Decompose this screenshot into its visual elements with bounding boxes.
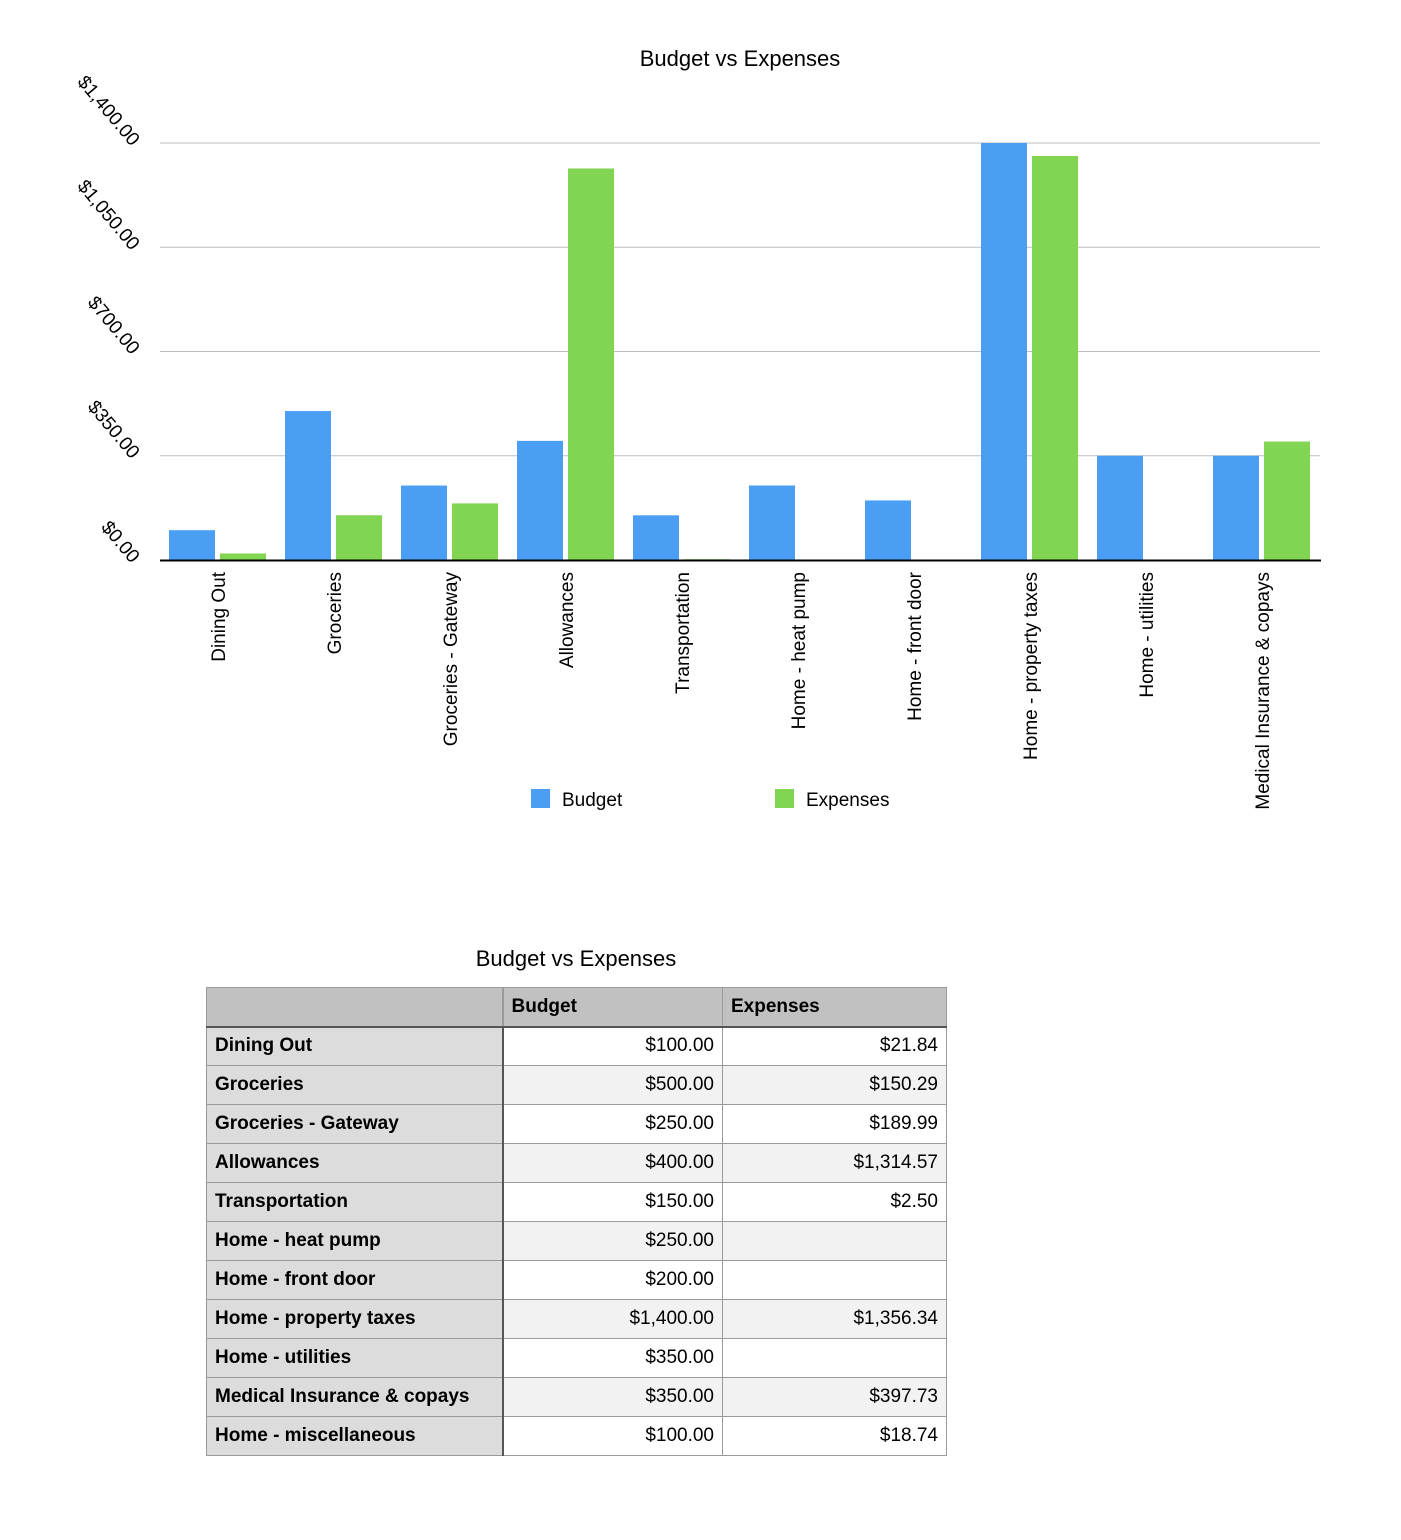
table-header-row: Budget Expenses bbox=[206, 987, 947, 1028]
table-row: Groceries $500.00 $150.29 bbox=[206, 1065, 947, 1105]
row-label: Groceries - Gateway bbox=[206, 1104, 504, 1144]
bar-expenses bbox=[452, 503, 498, 560]
y-tick-label: $700.00 bbox=[83, 293, 143, 359]
table-cell: $400.00 bbox=[502, 1143, 723, 1183]
table-cell: $100.00 bbox=[502, 1416, 723, 1456]
bar-chart: Budget vs Expenses $0.00 $350.00 $700.00 $1,… bbox=[73, 46, 1321, 811]
row-label: Medical Insurance & copays bbox=[206, 1377, 504, 1417]
data-table: Budget Expenses Dining Out $100.00 $21.84 Gr… bbox=[206, 987, 947, 1456]
row-label: Groceries bbox=[206, 1065, 504, 1105]
y-tick-label: $1,400.00 bbox=[73, 72, 143, 150]
column-header bbox=[206, 987, 504, 1028]
row-label: Home - heat pump bbox=[206, 1221, 504, 1261]
x-tick-label: Allowances bbox=[557, 572, 578, 668]
legend-swatch-expenses bbox=[775, 789, 794, 808]
table-row: Home - property taxes $1,400.00 $1,356.34 bbox=[206, 1299, 947, 1339]
row-label: Home - property taxes bbox=[206, 1299, 504, 1339]
bar-budget bbox=[865, 500, 911, 560]
table-cell: $1,356.34 bbox=[722, 1299, 947, 1339]
table-cell bbox=[722, 1260, 947, 1300]
row-label: Home - miscellaneous bbox=[206, 1416, 504, 1456]
row-label: Transportation bbox=[206, 1182, 504, 1222]
table-cell: $350.00 bbox=[502, 1338, 723, 1378]
bar-expenses bbox=[568, 168, 614, 561]
bar-expenses bbox=[1032, 156, 1078, 560]
column-header: Expenses bbox=[722, 987, 947, 1028]
x-tick-label: Groceries - Gateway bbox=[441, 572, 462, 747]
chart-title: Budget vs Expenses bbox=[640, 46, 841, 71]
bar-budget bbox=[633, 515, 679, 560]
legend-label-budget: Budget bbox=[562, 790, 623, 811]
bar-budget bbox=[401, 485, 447, 560]
x-tick-label: Home - utilities bbox=[1137, 572, 1158, 698]
table-cell: $250.00 bbox=[502, 1104, 723, 1144]
x-tick-label: Home - property taxes bbox=[1021, 572, 1042, 760]
table-row: Groceries - Gateway $250.00 $189.99 bbox=[206, 1104, 947, 1144]
table-row: Home - front door $200.00 bbox=[206, 1260, 947, 1300]
y-tick-label: $1,050.00 bbox=[73, 176, 143, 254]
bar-expenses bbox=[1264, 441, 1310, 560]
bar-budget bbox=[1097, 455, 1143, 560]
x-tick-label: Home - front door bbox=[905, 571, 926, 721]
bar-budget bbox=[981, 143, 1027, 560]
table-cell: $2.50 bbox=[722, 1182, 947, 1222]
table-cell: $250.00 bbox=[502, 1221, 723, 1261]
x-tick-label: Dining Out bbox=[209, 571, 230, 661]
x-tick-label: Medical Insurance & copays bbox=[1253, 572, 1274, 810]
table-cell: $397.73 bbox=[722, 1377, 947, 1417]
legend-swatch-budget bbox=[531, 789, 550, 808]
table-row: Home - utilities $350.00 bbox=[206, 1338, 947, 1378]
table-row: Dining Out $100.00 $21.84 bbox=[206, 1026, 947, 1066]
table-cell bbox=[722, 1221, 947, 1261]
table-cell: $100.00 bbox=[502, 1026, 723, 1066]
x-tick-label: Home - heat pump bbox=[789, 572, 810, 729]
column-header: Budget bbox=[502, 987, 723, 1028]
table-row: Home - miscellaneous $100.00 $18.74 bbox=[206, 1416, 947, 1456]
bar-budget bbox=[169, 530, 215, 560]
table-cell: $150.29 bbox=[722, 1065, 947, 1105]
table-row: Allowances $400.00 $1,314.57 bbox=[206, 1143, 947, 1183]
table-cell: $1,400.00 bbox=[502, 1299, 723, 1339]
bar-budget bbox=[749, 485, 795, 560]
row-label: Home - utilities bbox=[206, 1338, 504, 1378]
table-cell bbox=[722, 1338, 947, 1378]
x-tick-label: Transportation bbox=[673, 572, 694, 694]
table-row: Home - heat pump $250.00 bbox=[206, 1221, 947, 1261]
bar-expenses bbox=[220, 553, 266, 560]
table-cell: $189.99 bbox=[722, 1104, 947, 1144]
bar-budget bbox=[517, 440, 563, 560]
table-row: Medical Insurance & copays $350.00 $397.73 bbox=[206, 1377, 947, 1417]
table-row: Transportation $150.00 $2.50 bbox=[206, 1182, 947, 1222]
legend-label-expenses: Expenses bbox=[806, 790, 889, 811]
table-cell: $21.84 bbox=[722, 1026, 947, 1066]
bar-expenses bbox=[336, 515, 382, 560]
y-tick-label: $0.00 bbox=[97, 517, 144, 567]
row-label: Dining Out bbox=[206, 1026, 504, 1066]
row-label: Allowances bbox=[206, 1143, 504, 1183]
y-tick-label: $350.00 bbox=[83, 397, 143, 463]
table-cell: $150.00 bbox=[502, 1182, 723, 1222]
table-cell: $500.00 bbox=[502, 1065, 723, 1105]
x-tick-label: Groceries bbox=[325, 572, 346, 654]
table-cell: $350.00 bbox=[502, 1377, 723, 1417]
table-title: Budget vs Expenses bbox=[475, 946, 677, 971]
row-label: Home - front door bbox=[206, 1260, 504, 1300]
table-cell: $1,314.57 bbox=[722, 1143, 947, 1183]
bar-budget bbox=[285, 411, 331, 560]
table-cell: $200.00 bbox=[502, 1260, 723, 1300]
bar-budget bbox=[1213, 455, 1259, 560]
table-cell: $18.74 bbox=[722, 1416, 947, 1456]
